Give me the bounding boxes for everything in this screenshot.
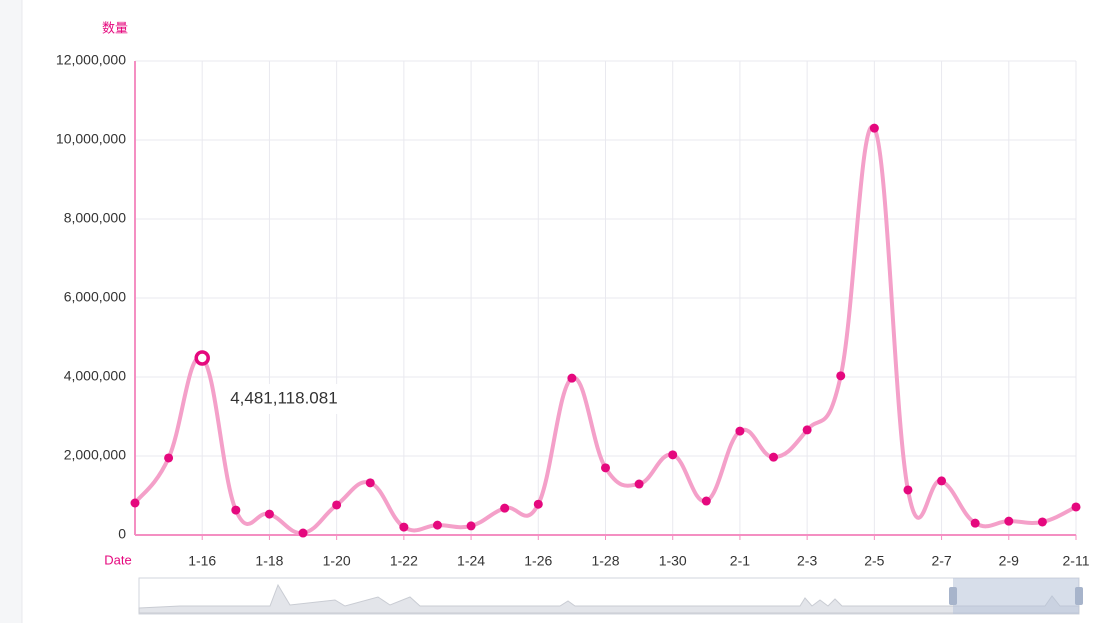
x-tick-label: 2-7 xyxy=(931,553,951,569)
tooltip-label: 4,481,118.081 xyxy=(230,388,337,407)
y-tick-label: 0 xyxy=(118,526,126,542)
point-highlight xyxy=(194,350,210,366)
point xyxy=(701,496,711,506)
point xyxy=(601,463,610,473)
point xyxy=(1071,502,1081,512)
x-tick-label: 2-1 xyxy=(730,553,750,569)
point xyxy=(1004,516,1014,526)
point xyxy=(937,476,947,486)
y-tick-label: 10,000,000 xyxy=(56,131,126,147)
point xyxy=(970,518,980,528)
y-tick-label: 2,000,000 xyxy=(64,447,126,463)
point xyxy=(432,520,442,530)
point xyxy=(567,373,577,383)
zoom-handle[interactable] xyxy=(949,587,957,605)
point xyxy=(903,485,913,495)
zoom-handle[interactable] xyxy=(1075,587,1083,605)
point xyxy=(164,453,174,463)
x-tick-label: 1-26 xyxy=(524,553,552,569)
x-tick-label: 2-9 xyxy=(999,553,1019,569)
point xyxy=(298,528,308,538)
zoom-window[interactable] xyxy=(953,578,1079,614)
point xyxy=(533,499,543,509)
point xyxy=(365,478,375,488)
x-tick-label: 1-22 xyxy=(390,553,418,569)
point xyxy=(264,509,274,519)
point xyxy=(668,450,678,460)
point xyxy=(1037,517,1047,527)
x-tick-label: 1-20 xyxy=(323,553,351,569)
x-tick-label: 2-5 xyxy=(864,553,884,569)
tooltip-box xyxy=(224,383,351,414)
x-tick-label: 1-24 xyxy=(457,553,485,569)
y-tick-label: 12,000,000 xyxy=(56,52,126,68)
point xyxy=(836,371,846,381)
point xyxy=(466,521,476,531)
point xyxy=(634,479,644,489)
x-tick-label: 2-11 xyxy=(1063,553,1090,569)
x-tick-label: 1-30 xyxy=(659,553,687,569)
point xyxy=(735,426,745,436)
point xyxy=(332,500,342,510)
y-tick-label: 4,000,000 xyxy=(64,368,126,384)
data-zoom[interactable] xyxy=(138,577,1083,615)
y-tick-label: 6,000,000 xyxy=(64,289,126,305)
x-tick-label: 2-3 xyxy=(797,553,817,569)
x-tick-label: 1-16 xyxy=(188,553,216,569)
y-axis-name: 数量 xyxy=(102,20,128,35)
point xyxy=(130,498,140,508)
point xyxy=(869,123,879,133)
side-strip xyxy=(0,0,22,623)
point xyxy=(802,425,812,435)
point xyxy=(500,503,510,513)
x-axis-name: Date xyxy=(104,552,131,567)
x-tick-label: 1-18 xyxy=(255,553,283,569)
point xyxy=(231,505,241,515)
point xyxy=(399,522,409,532)
y-tick-label: 8,000,000 xyxy=(64,210,126,226)
x-tick-label: 1-28 xyxy=(591,553,619,569)
point xyxy=(769,452,779,462)
